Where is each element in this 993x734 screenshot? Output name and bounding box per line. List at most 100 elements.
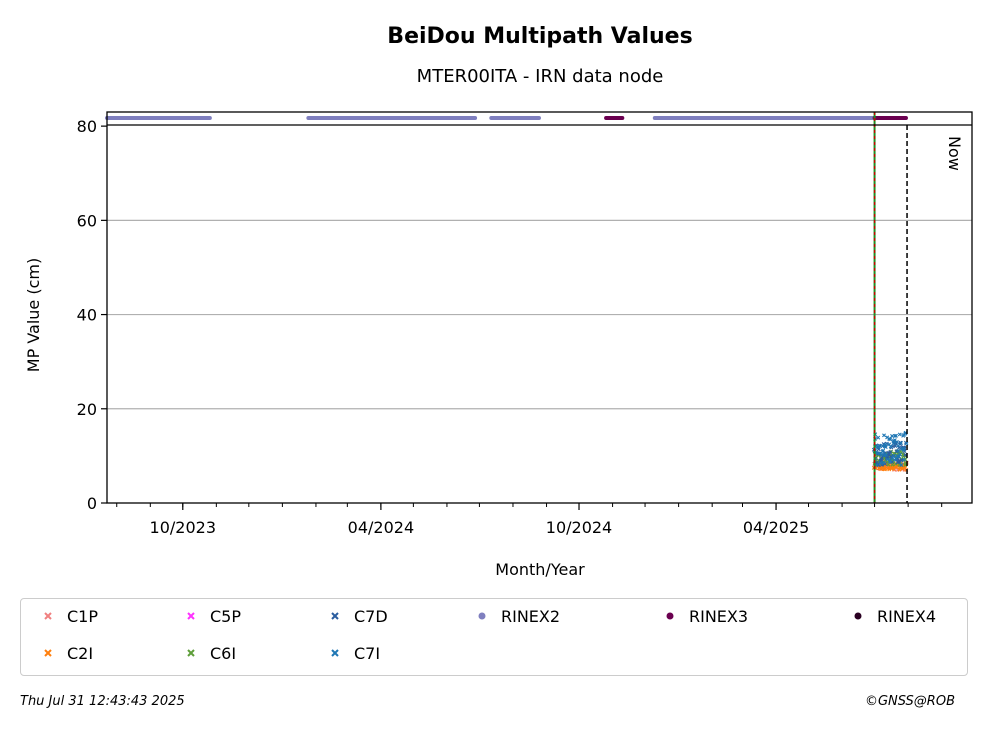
point-c7i [876, 435, 881, 440]
point-stroke [897, 432, 902, 437]
point-stroke [894, 433, 898, 438]
legend-label: C7I [354, 643, 381, 663]
point-c7i [881, 460, 886, 465]
chart-legend: C1P C5P C7D RINEX2 RINEX3 RINEX4 C2I C6I C7I [20, 598, 968, 676]
y-axis-label: MP Value (cm) [24, 258, 43, 372]
legend-label: RINEX2 [501, 606, 561, 626]
x-marker-icon [180, 606, 202, 626]
x-tick-label: 10/2024 [546, 518, 612, 537]
point-c7i [894, 433, 898, 438]
point-c7i [899, 463, 904, 467]
vertical-markers [873, 112, 908, 503]
point-c7d [879, 455, 884, 460]
point-c7i [884, 452, 889, 457]
y-tick-label: 60 [77, 211, 97, 230]
point-c7d [899, 458, 904, 463]
point-stroke [882, 467, 887, 472]
x-marker-icon [37, 643, 59, 663]
point-stroke [878, 461, 883, 465]
legend-item-c7d: C7D [324, 606, 388, 626]
point-stroke [887, 442, 892, 447]
x-tick-label: 04/2025 [743, 518, 809, 537]
x-axis-label: Month/Year [495, 560, 585, 579]
point-c7i [888, 437, 893, 442]
point-stroke [888, 437, 893, 442]
legend-label: C7D [354, 606, 388, 626]
point-stroke [899, 458, 904, 463]
point-stroke [897, 445, 902, 450]
point-c7i [877, 451, 882, 456]
point-stroke [899, 441, 904, 445]
x-tick-label: 04/2024 [348, 518, 414, 537]
point-c7i [896, 448, 901, 453]
point-c7i [879, 452, 884, 457]
point-stroke [885, 435, 890, 440]
point-stroke [876, 435, 881, 440]
y-tick-label: 0 [87, 494, 97, 513]
point-c7i [878, 461, 883, 465]
point-stroke [901, 447, 906, 452]
plot-frame [106, 111, 973, 504]
legend-label: C5P [210, 606, 241, 626]
legend-item-rinex4: RINEX4 [847, 606, 936, 626]
point-c2i [882, 467, 887, 472]
dot-marker-icon [471, 606, 493, 626]
x-marker-icon [180, 643, 202, 663]
point-stroke [885, 457, 890, 462]
point-stroke [884, 452, 889, 457]
point-stroke [881, 448, 886, 453]
y-axis-ticks: 0 20 40 60 80 [77, 117, 107, 513]
point-c7i [882, 433, 887, 438]
point-stroke [904, 441, 909, 446]
legend-label: C2I [67, 643, 94, 663]
chart-title: BeiDou Multipath Values [387, 24, 692, 49]
point-stroke [894, 439, 899, 444]
x-axis-ticks: 10/2023 04/2024 10/2024 04/2025 [116, 503, 943, 537]
chart-canvas: BeiDou Multipath Values MTER00ITA - IRN … [24, 24, 973, 579]
point-c7i [877, 443, 882, 448]
grid-lines [107, 219, 972, 410]
legend-item-rinex3: RINEX3 [659, 606, 748, 626]
point-stroke [896, 448, 901, 453]
point-c7d [888, 450, 893, 455]
point-stroke [876, 445, 881, 450]
now-label: Now [945, 136, 964, 171]
point-stroke [904, 467, 909, 472]
legend-label: C1P [67, 606, 98, 626]
point-stroke [881, 460, 886, 465]
point-stroke [896, 443, 901, 448]
point-stroke [879, 452, 884, 457]
point-c7i [887, 459, 892, 464]
point-c7i [883, 445, 888, 450]
legend-label: C6I [210, 643, 237, 663]
point-c7i [896, 443, 901, 448]
point-stroke [896, 459, 901, 464]
x-marker-icon [324, 606, 346, 626]
point-c7i [904, 441, 909, 446]
dot-marker-icon [847, 606, 869, 626]
point-stroke [895, 454, 900, 459]
legend-label: RINEX4 [877, 606, 937, 626]
timestamp: Thu Jul 31 12:43:43 2025 [20, 694, 185, 709]
point-c7i [897, 432, 902, 437]
x-marker-icon [324, 643, 346, 663]
y-tick-label: 80 [77, 117, 97, 136]
y-tick-label: 40 [77, 306, 97, 325]
point-c7i [894, 439, 899, 444]
chart-subtitle: MTER00ITA - IRN data node [417, 66, 664, 87]
point-c7i [902, 457, 907, 462]
point-stroke [888, 444, 893, 449]
x-tick-label: 10/2023 [150, 518, 216, 537]
point-c7i [901, 447, 906, 452]
point-stroke [897, 467, 902, 472]
x-marker-icon [37, 606, 59, 626]
copyright: ©GNSS@ROB [864, 694, 955, 709]
legend-item-c7i: C7I [324, 643, 380, 663]
point-c2i [897, 467, 902, 472]
point-c7i [876, 445, 881, 450]
point-stroke [877, 443, 882, 448]
data-points [871, 430, 909, 472]
dot-marker-icon [659, 606, 681, 626]
point-stroke [876, 447, 881, 452]
point-stroke [899, 463, 904, 467]
